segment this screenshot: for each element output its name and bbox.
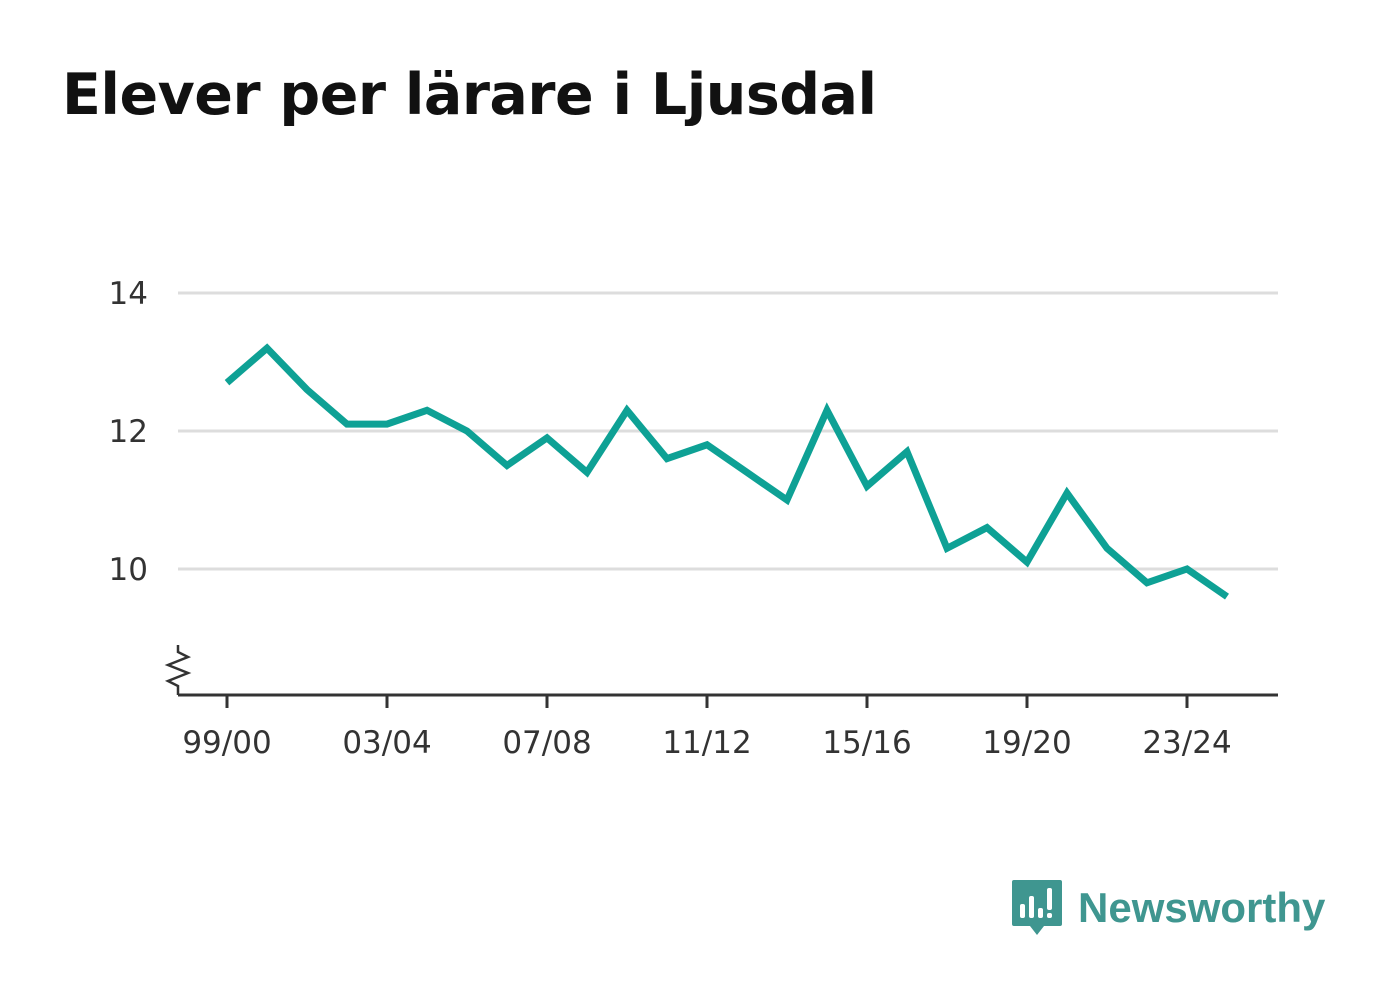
- gridlines: [178, 291, 1278, 571]
- series-line-0: [224, 343, 1229, 600]
- x-tick-label-23-24: 23/24: [1142, 725, 1231, 761]
- y-tick-label-10: 10: [109, 552, 148, 588]
- brand-name: Newsworthy: [1078, 884, 1326, 931]
- y-tick-label-12: 12: [109, 414, 148, 450]
- x-tick-label-07-08: 07/08: [502, 725, 591, 761]
- series-group: [224, 343, 1229, 600]
- x-tick-label-11-12: 11/12: [662, 725, 751, 761]
- newsworthy-logo-icon: [1012, 880, 1062, 935]
- y-axis-labels: 10 12 14: [109, 276, 148, 588]
- y-tick-label-14: 14: [109, 276, 148, 312]
- chart-title: Elever per lärare i Ljusdal: [62, 62, 877, 128]
- x-tick-label-19-20: 19/20: [982, 725, 1071, 761]
- y-axis-break-icon: [164, 645, 192, 695]
- x-tick-label-15-16: 15/16: [822, 725, 911, 761]
- x-tick-label-03-04: 03/04: [342, 725, 431, 761]
- newsworthy-logo: Newsworthy: [1010, 878, 1325, 938]
- x-axis: [164, 645, 1278, 708]
- x-axis-labels: 99/00 03/04 07/08 11/12 15/16 19/20 23/24: [182, 725, 1231, 761]
- x-tick-label-99-00: 99/00: [182, 725, 271, 761]
